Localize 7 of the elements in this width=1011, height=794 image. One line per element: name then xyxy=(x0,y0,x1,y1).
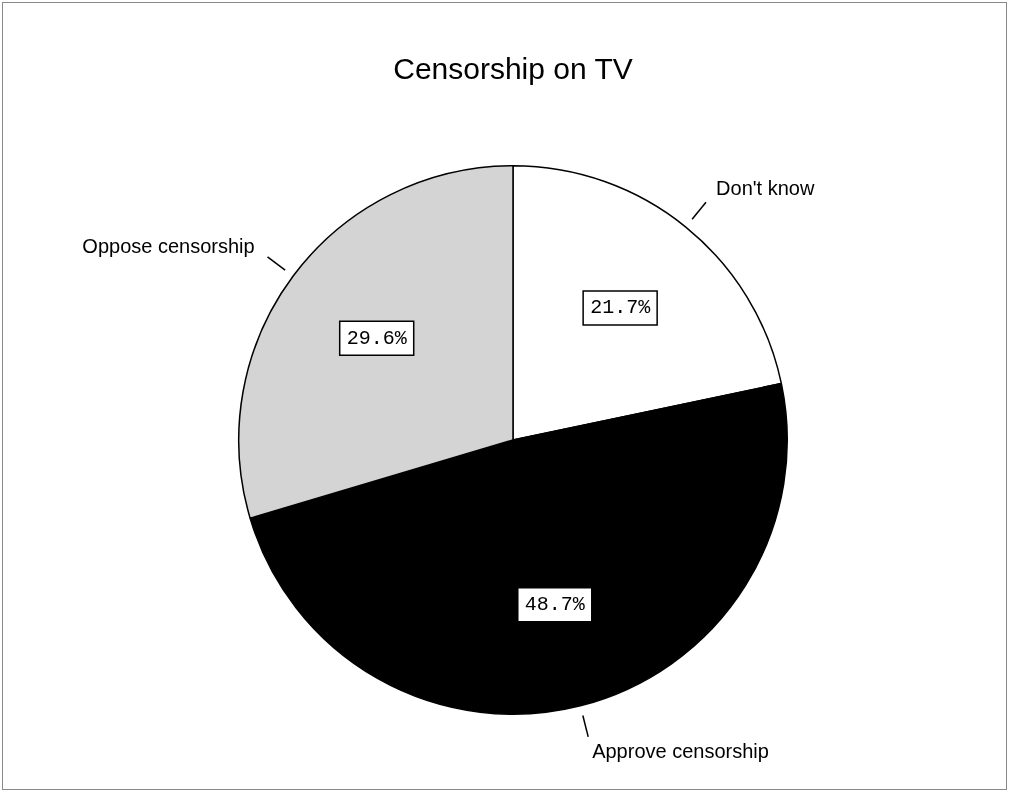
data-label: 48.7% xyxy=(524,593,586,617)
slice-label: Approve censorship xyxy=(592,739,769,762)
slice-label: Don't know xyxy=(716,177,815,200)
slice-label: Oppose censorship xyxy=(82,234,255,257)
data-label: 29.6% xyxy=(346,326,408,350)
chart-title: Censorship on TV xyxy=(393,52,633,86)
data-label: 21.7% xyxy=(590,296,652,320)
